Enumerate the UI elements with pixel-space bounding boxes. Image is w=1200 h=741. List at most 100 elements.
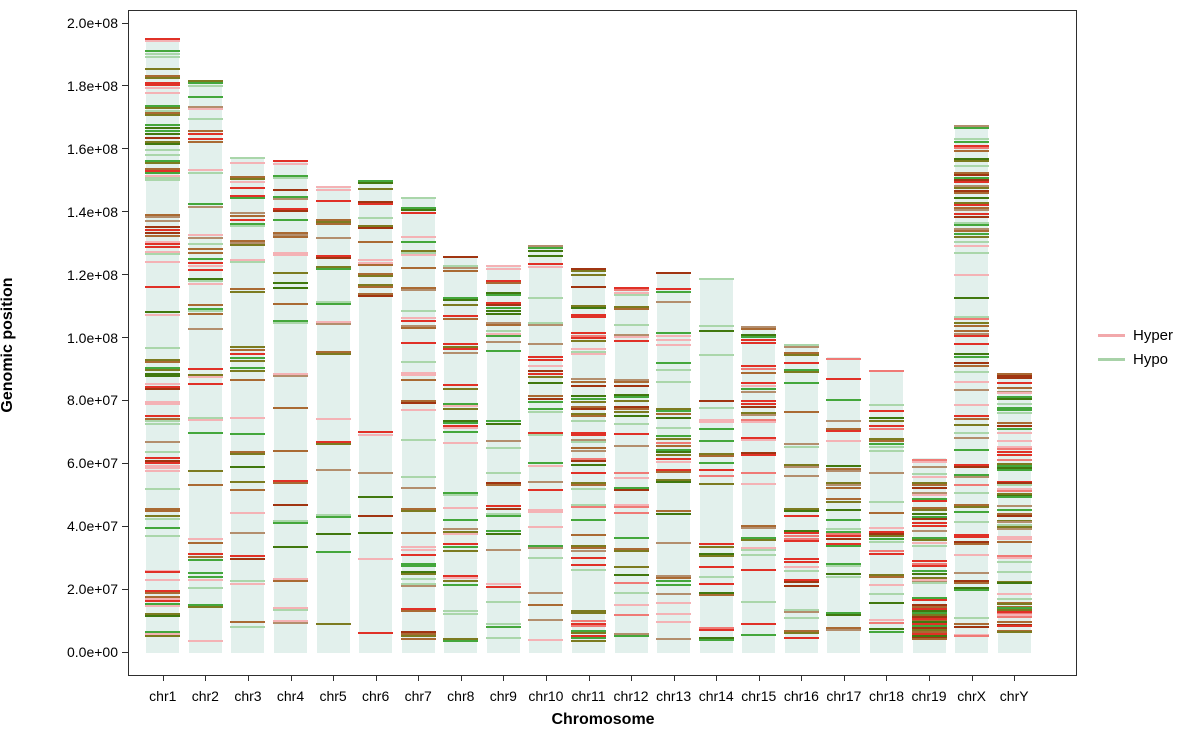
x-tick-label-chr1: chr1 (149, 688, 177, 704)
chromosome-bar-chr7 (400, 196, 436, 653)
methylation-mark (954, 251, 990, 254)
methylation-mark (996, 524, 1032, 527)
methylation-mark (187, 84, 223, 87)
methylation-mark (656, 334, 692, 337)
methylation-mark (571, 463, 606, 466)
methylation-mark (528, 321, 564, 324)
methylation-mark (911, 628, 947, 631)
methylation-mark (698, 400, 734, 403)
x-tick-mark (843, 676, 845, 681)
methylation-mark (571, 503, 606, 506)
methylation-mark (656, 427, 692, 430)
methylation-mark (868, 527, 904, 530)
methylation-mark (613, 410, 649, 413)
methylation-mark (996, 382, 1032, 385)
methylation-mark (783, 344, 819, 347)
methylation-mark (996, 440, 1032, 443)
methylation-mark (443, 530, 479, 533)
methylation-mark (783, 509, 819, 512)
methylation-mark (996, 390, 1032, 393)
methylation-mark (954, 227, 990, 230)
methylation-mark (868, 425, 904, 428)
methylation-mark (996, 605, 1032, 608)
chromosome-bar-chrX (954, 124, 990, 653)
methylation-mark (400, 327, 436, 330)
legend-label-hyper: Hyper (1133, 326, 1174, 344)
methylation-mark (954, 215, 990, 218)
methylation-mark (571, 484, 606, 487)
y-tick-mark (122, 337, 128, 338)
methylation-mark (954, 335, 990, 338)
methylation-mark (145, 387, 181, 390)
methylation-mark (571, 544, 606, 547)
methylation-mark (400, 408, 436, 411)
x-tick-mark (1014, 676, 1016, 681)
methylation-mark (868, 630, 904, 633)
methylation-mark (996, 513, 1032, 516)
methylation-mark (868, 403, 904, 406)
methylation-mark (443, 297, 479, 300)
methylation-mark (400, 399, 436, 402)
methylation-mark (230, 196, 266, 199)
methylation-mark (613, 472, 649, 475)
methylation-mark (273, 207, 308, 210)
methylation-mark (954, 233, 990, 236)
methylation-mark (485, 440, 521, 443)
methylation-mark (911, 578, 947, 581)
methylation-mark (911, 606, 947, 609)
methylation-mark (187, 304, 223, 307)
methylation-mark (528, 265, 564, 268)
methylation-mark (145, 470, 181, 473)
methylation-mark (996, 447, 1032, 450)
x-tick-mark (929, 676, 931, 681)
methylation-mark (613, 506, 649, 509)
methylation-mark (485, 321, 521, 324)
methylation-mark (826, 611, 862, 614)
methylation-mark (528, 400, 564, 403)
methylation-mark (358, 495, 394, 498)
methylation-mark (656, 510, 692, 513)
x-tick-label-chr14: chr14 (698, 688, 734, 704)
methylation-mark (656, 577, 692, 580)
methylation-mark (400, 637, 436, 640)
methylation-mark (485, 309, 521, 312)
methylation-mark (145, 216, 181, 219)
methylation-mark (358, 225, 394, 228)
methylation-mark (954, 144, 990, 147)
methylation-mark (315, 320, 351, 323)
methylation-mark (187, 537, 223, 540)
methylation-mark (145, 602, 181, 605)
methylation-mark (783, 560, 819, 563)
y-tick-label: 1.4e+08 (67, 203, 118, 220)
methylation-mark (911, 610, 947, 613)
methylation-mark (571, 405, 606, 408)
methylation-mark (996, 459, 1032, 462)
methylation-mark (954, 147, 990, 150)
methylation-mark (187, 313, 223, 316)
methylation-mark (868, 419, 904, 422)
methylation-mark (826, 562, 862, 565)
y-tick-label: 4.0e+07 (67, 518, 118, 535)
methylation-mark (996, 398, 1032, 401)
methylation-mark (273, 159, 308, 162)
methylation-mark (400, 310, 436, 313)
x-tick-label-chrY: chrY (999, 688, 1029, 704)
methylation-mark (783, 463, 819, 466)
methylation-mark (145, 373, 181, 376)
methylation-mark (571, 459, 606, 462)
methylation-mark (996, 493, 1032, 496)
methylation-mark (145, 140, 181, 143)
methylation-mark (741, 547, 777, 550)
methylation-mark (613, 591, 649, 594)
methylation-mark (315, 550, 351, 553)
methylation-mark (443, 430, 479, 433)
methylation-mark (783, 507, 819, 510)
methylation-mark (145, 170, 181, 173)
methylation-mark (954, 491, 990, 494)
methylation-mark (187, 603, 223, 606)
methylation-mark (911, 460, 947, 463)
methylation-mark (145, 450, 181, 453)
methylation-mark (315, 218, 351, 221)
y-tick-mark (122, 85, 128, 87)
methylation-mark (954, 172, 990, 174)
